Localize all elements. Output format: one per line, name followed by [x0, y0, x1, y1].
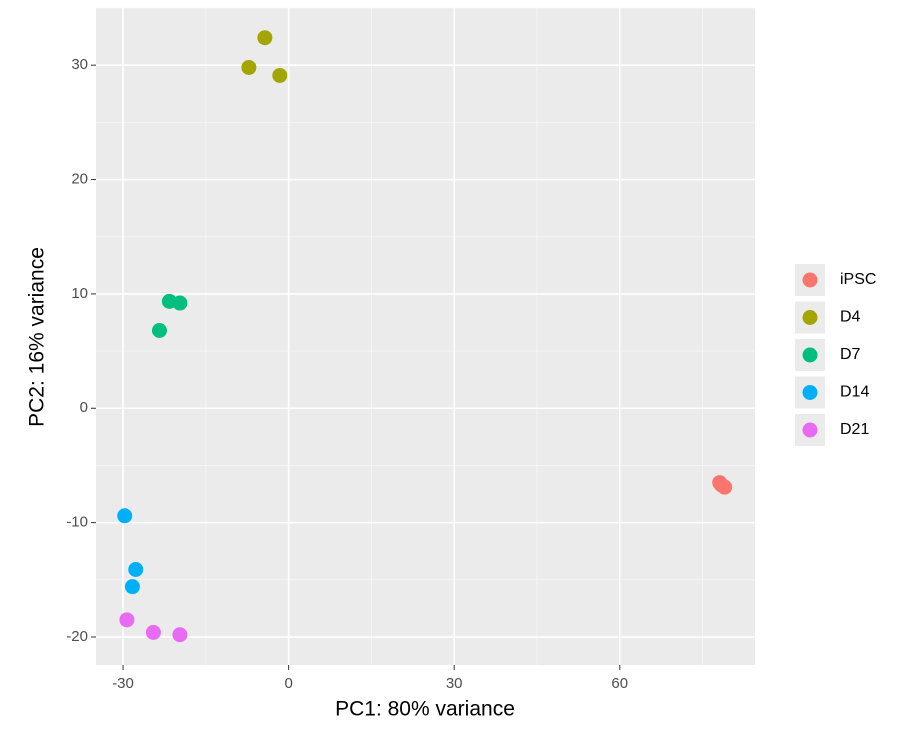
legend-label: D4	[840, 309, 861, 326]
y-tick-label: 0	[80, 399, 88, 416]
legend-marker	[802, 347, 818, 363]
x-tick-label: -30	[112, 675, 134, 692]
x-tick-label: 0	[284, 675, 292, 692]
point	[172, 295, 188, 311]
panel	[96, 8, 755, 665]
legend-marker	[802, 310, 818, 325]
legend-marker	[802, 385, 818, 400]
point	[151, 322, 167, 338]
point	[272, 67, 288, 83]
y-tick-label: -10	[66, 514, 88, 531]
y-tick-label: 10	[71, 285, 88, 302]
x-axis-title: PC1: 80% variance	[335, 698, 515, 721]
point	[172, 627, 188, 643]
y-tick-label: -20	[66, 628, 88, 645]
x-tick-label: 60	[611, 675, 628, 692]
legend-label: D7	[840, 346, 861, 363]
legend-label: iPSC	[840, 271, 876, 288]
legend-marker	[802, 272, 818, 288]
point	[717, 479, 733, 495]
y-axis-title: PC2: 16% variance	[26, 247, 49, 427]
point	[119, 612, 135, 628]
x-tick-label: 30	[446, 675, 463, 692]
point	[128, 562, 144, 578]
legend-label: D14	[840, 384, 869, 401]
point	[257, 30, 273, 46]
legend-label: D21	[840, 421, 869, 438]
y-tick-label: 20	[71, 171, 88, 188]
point	[241, 59, 257, 75]
y-tick-label: 30	[71, 56, 88, 73]
point	[117, 508, 133, 524]
point	[145, 624, 161, 640]
legend-marker	[802, 422, 818, 438]
point	[124, 579, 140, 595]
